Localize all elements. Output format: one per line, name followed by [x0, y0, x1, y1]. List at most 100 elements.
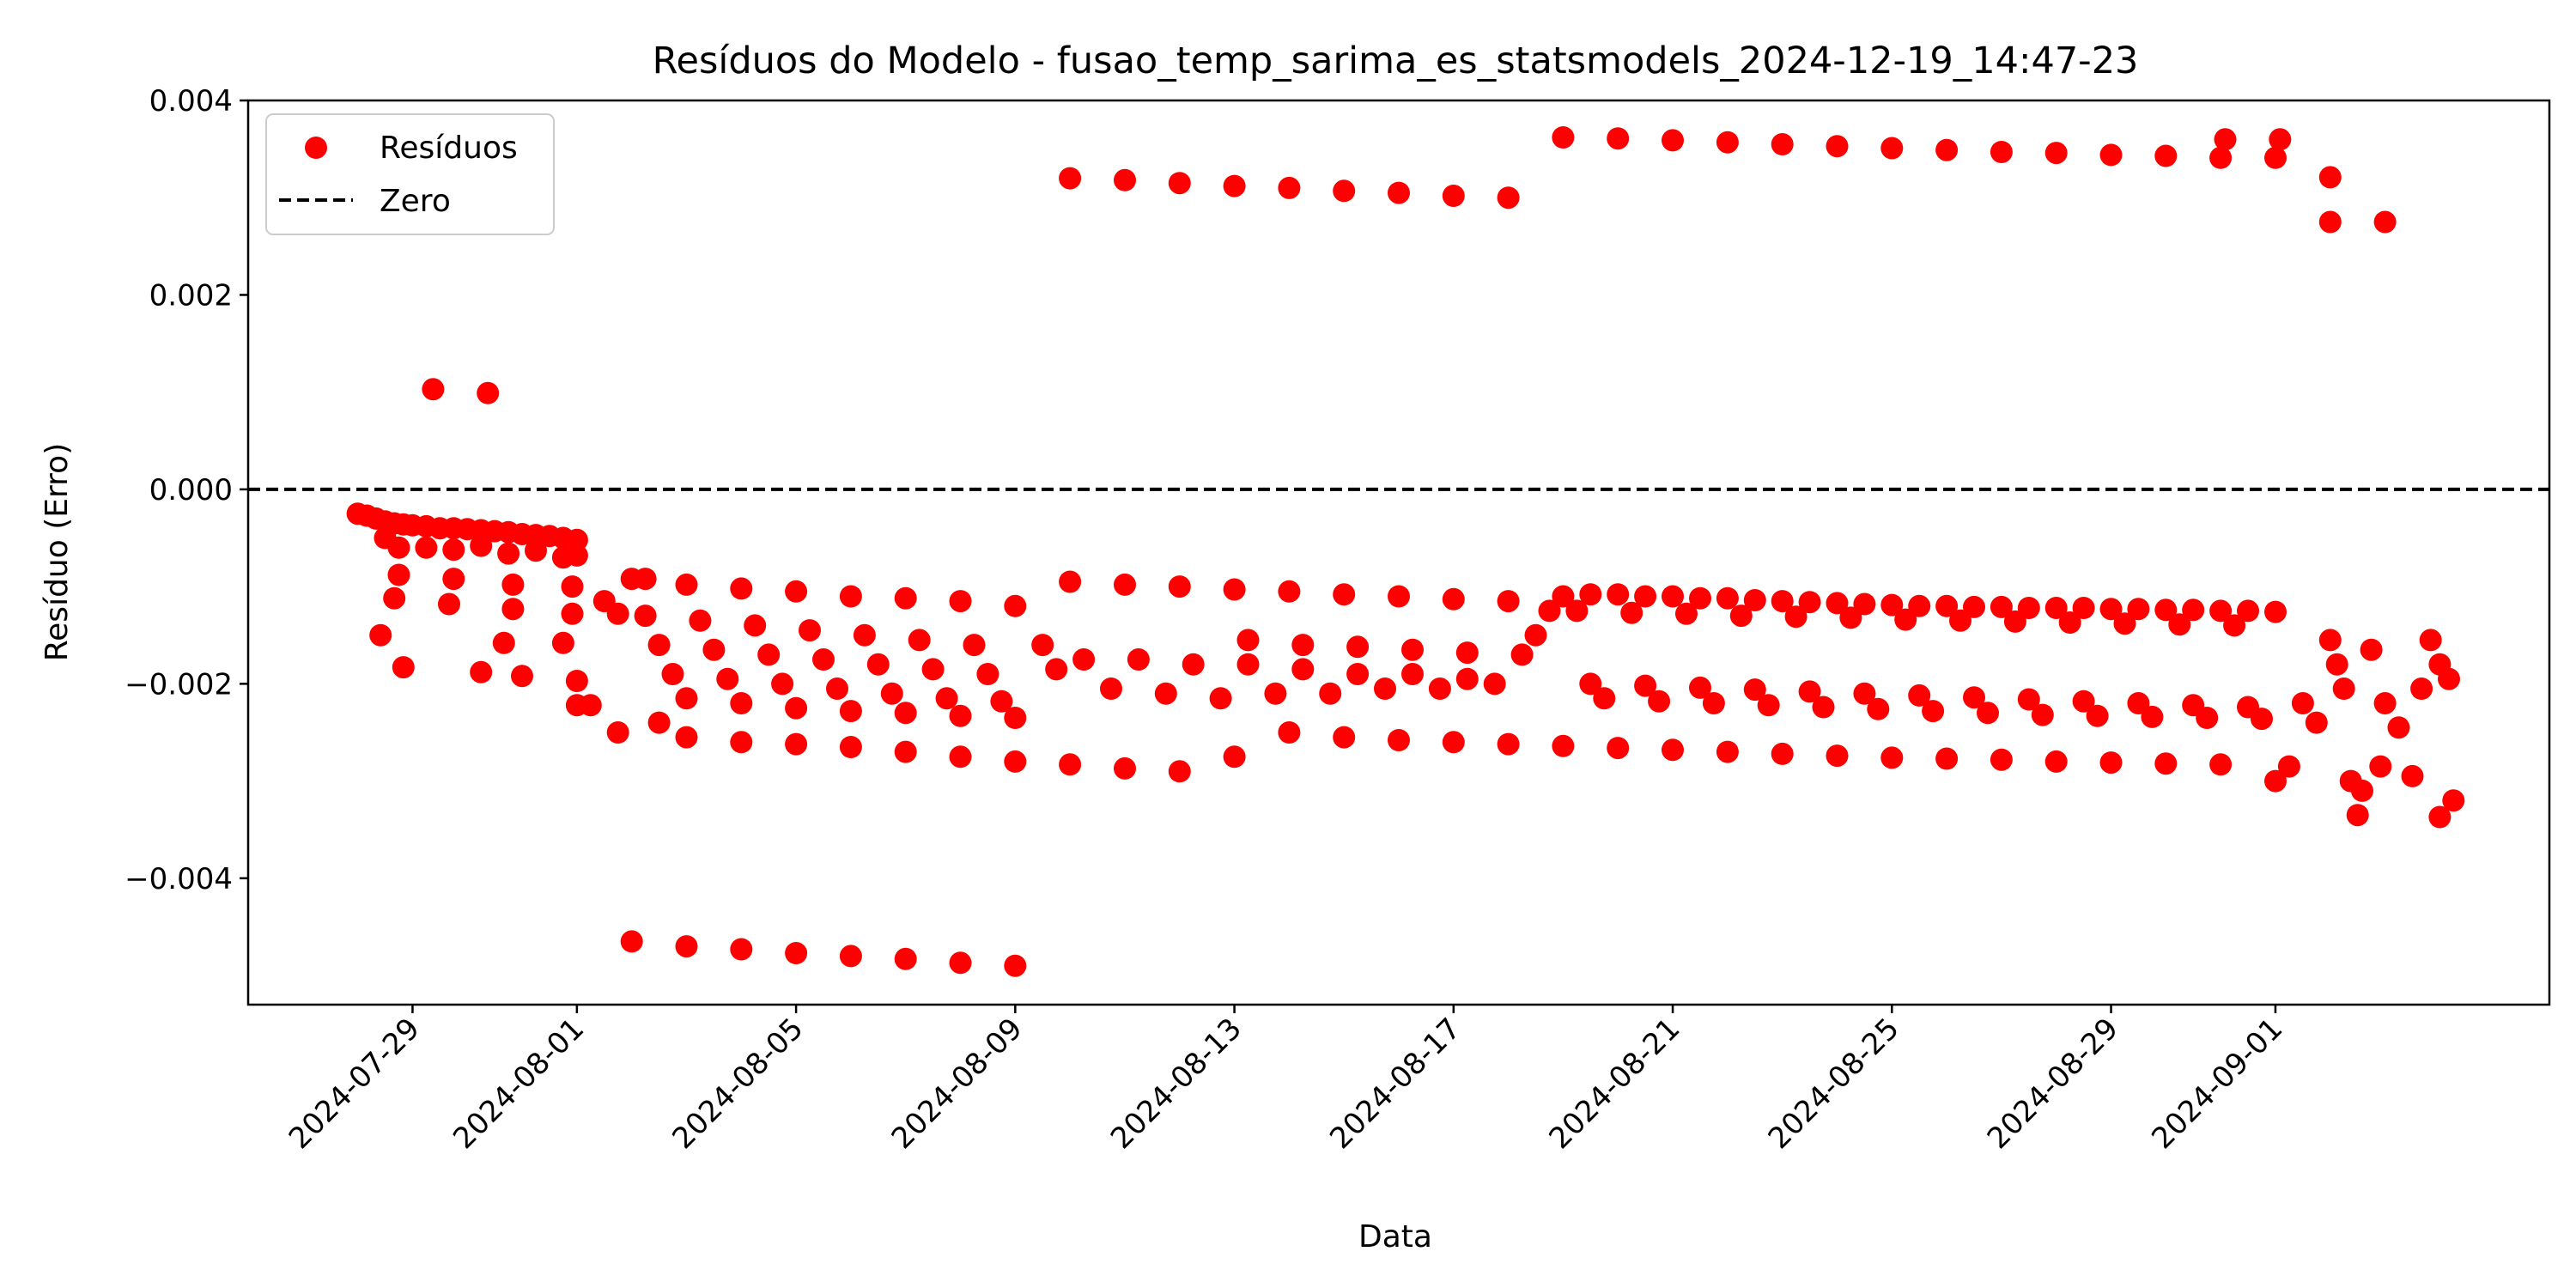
- residual-point: [561, 602, 584, 625]
- residual-point: [1455, 641, 1479, 665]
- residual-point: [1935, 138, 1959, 161]
- residual-point: [1333, 179, 1356, 203]
- residual-point: [2264, 600, 2287, 623]
- residual-point: [1908, 683, 1931, 707]
- residual-point: [497, 542, 520, 565]
- residual-point: [935, 687, 958, 710]
- residual-point: [1662, 585, 1684, 608]
- residual-point: [963, 634, 986, 657]
- residual-point: [1442, 587, 1465, 611]
- residual-point: [1346, 635, 1370, 659]
- residual-point: [1442, 185, 1465, 207]
- residual-point: [1743, 678, 1766, 702]
- residual-point: [2369, 755, 2392, 778]
- residual-point: [1059, 167, 1082, 190]
- residual-point: [1004, 707, 1027, 729]
- residual-point: [812, 648, 835, 671]
- residual-point: [675, 935, 698, 958]
- residual-point: [1853, 592, 1876, 616]
- residual-point: [826, 677, 848, 700]
- residual-point: [1291, 634, 1315, 657]
- residual-point: [785, 942, 808, 964]
- residual-point: [689, 609, 712, 632]
- residual-point: [1662, 129, 1684, 152]
- residual-point: [2269, 128, 2292, 151]
- residual-point: [880, 682, 903, 705]
- residual-point: [1662, 738, 1684, 762]
- residual-point: [1072, 648, 1096, 671]
- residual-point: [511, 665, 533, 688]
- residual-point: [757, 643, 781, 666]
- residual-point: [1388, 585, 1410, 608]
- residual-point: [675, 726, 698, 749]
- residual-point: [1045, 658, 1068, 681]
- residual-point: [1949, 609, 1971, 632]
- residual-point: [442, 568, 465, 591]
- residual-point: [606, 721, 629, 744]
- residual-point: [1729, 605, 1753, 628]
- residual-point: [675, 687, 698, 710]
- residual-point: [2264, 769, 2287, 793]
- residual-point: [561, 575, 584, 598]
- residual-point: [620, 930, 643, 953]
- residual-point: [2086, 704, 2109, 727]
- residual-point: [1798, 591, 1821, 614]
- residual-point: [1908, 594, 1931, 617]
- residual-point: [2127, 692, 2150, 714]
- residual-point: [839, 945, 862, 968]
- residual-point: [1497, 732, 1520, 756]
- residual-point: [1552, 126, 1575, 149]
- residual-point: [2387, 716, 2410, 739]
- residual-point: [1963, 595, 1985, 618]
- residual-point: [2099, 751, 2123, 775]
- residual-point: [438, 592, 460, 616]
- residual-point: [1278, 721, 1301, 744]
- residual-point: [1634, 585, 1657, 608]
- residual-point: [661, 663, 684, 685]
- residual-point: [1977, 702, 1999, 725]
- residual-point: [1784, 605, 1807, 629]
- residual-point: [1812, 696, 1835, 719]
- residual-point: [2332, 677, 2355, 700]
- residual-point: [2237, 599, 2259, 623]
- legend-marker-residuos: [305, 137, 327, 159]
- residual-point: [1552, 585, 1575, 608]
- residual-point: [1552, 734, 1575, 757]
- residual-point: [771, 672, 794, 696]
- residual-point: [470, 534, 493, 557]
- residual-point: [492, 631, 515, 654]
- residual-point: [2044, 597, 2068, 619]
- residual-point: [369, 623, 392, 647]
- residual-point: [1634, 674, 1657, 697]
- residual-point: [1401, 663, 1424, 685]
- residual-point: [1922, 700, 1945, 723]
- residual-point: [2072, 597, 2095, 619]
- residual-point: [2223, 614, 2246, 637]
- residual-point: [647, 634, 671, 657]
- residual-point: [1004, 750, 1027, 773]
- residual-point: [2154, 144, 2178, 167]
- residual-point: [1593, 687, 1616, 710]
- residual-point: [2325, 653, 2348, 676]
- residual-point: [976, 663, 999, 685]
- residual-point: [1716, 740, 1739, 763]
- residual-point: [949, 745, 972, 769]
- residual-point: [2318, 629, 2342, 652]
- legend-box: [265, 113, 555, 235]
- residual-point: [730, 938, 753, 961]
- residual-point: [606, 602, 629, 625]
- residual-point: [2154, 752, 2178, 775]
- residual-point: [894, 702, 917, 725]
- residual-point: [839, 700, 862, 723]
- residual-point: [442, 538, 465, 562]
- residual-point: [2442, 789, 2465, 812]
- residual-point: [1497, 186, 1520, 210]
- residual-point: [2360, 638, 2383, 661]
- residual-point: [1771, 742, 1794, 765]
- residual-point: [2017, 688, 2040, 711]
- residual-point: [1935, 747, 1959, 770]
- residual-point: [730, 577, 753, 600]
- legend-label-residuos: Resíduos: [380, 131, 518, 166]
- residual-point: [2044, 142, 2068, 165]
- residual-point: [1346, 663, 1370, 685]
